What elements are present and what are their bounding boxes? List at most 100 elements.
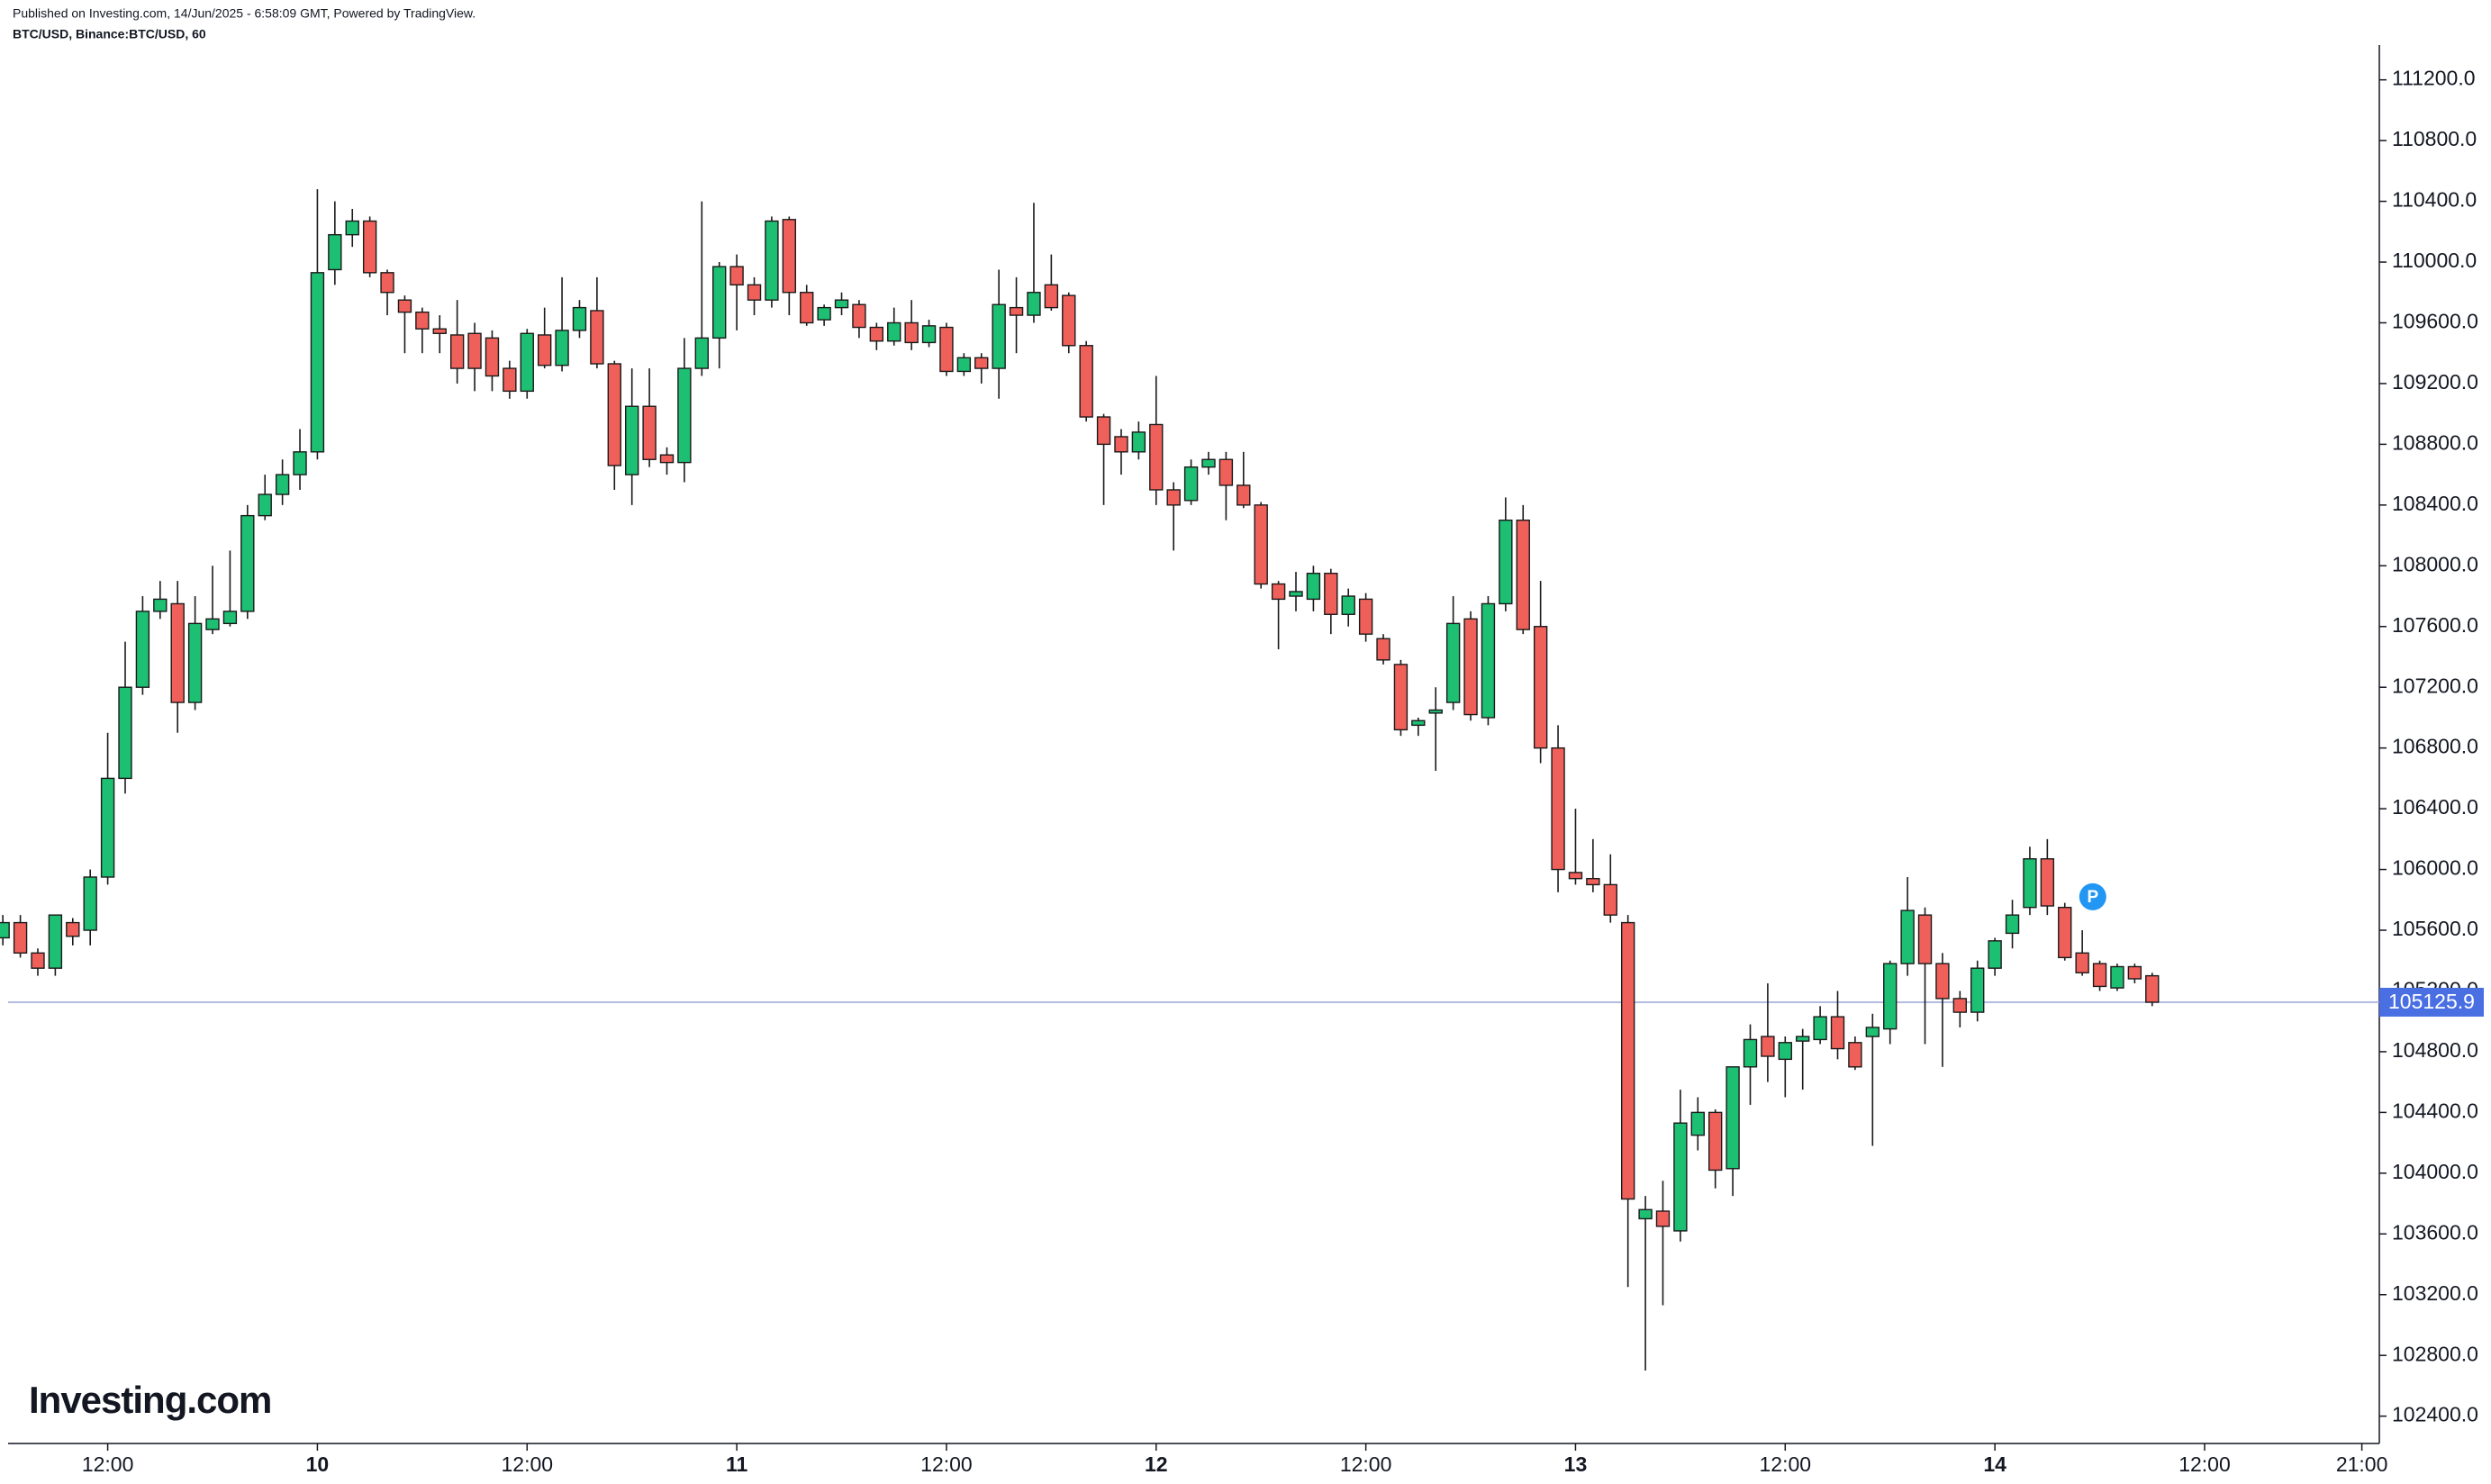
candle-body xyxy=(625,405,639,475)
candle xyxy=(1551,725,1565,892)
candle xyxy=(1848,1036,1862,1071)
candle xyxy=(1988,937,2002,976)
candle-body xyxy=(1516,520,1530,630)
candle-body xyxy=(1988,940,2002,969)
candle xyxy=(205,566,220,635)
candle xyxy=(904,300,919,350)
candle xyxy=(834,292,849,316)
candle-body xyxy=(100,777,115,878)
candle xyxy=(1306,566,1321,611)
candle xyxy=(1254,502,1268,589)
candle-body xyxy=(729,266,744,286)
candle-body xyxy=(2127,965,2142,980)
candle-body xyxy=(13,921,28,955)
candle xyxy=(659,447,675,475)
candle xyxy=(240,504,255,620)
candle-body xyxy=(1952,998,1968,1013)
candle xyxy=(1114,429,1128,475)
candle-body xyxy=(1690,1111,1705,1136)
candle-body xyxy=(118,686,132,780)
y-tick-label: 102400.0 xyxy=(2392,1403,2478,1426)
candle xyxy=(2092,960,2107,991)
x-tick-label: 12:00 xyxy=(2178,1452,2231,1476)
candle-body xyxy=(449,334,465,369)
candle xyxy=(1062,292,1076,354)
candle xyxy=(1376,634,1390,665)
candle xyxy=(1883,960,1898,1045)
candle-body xyxy=(1883,963,1898,1030)
candle xyxy=(956,353,972,376)
candle xyxy=(31,948,45,976)
candle xyxy=(48,914,63,976)
candle xyxy=(1218,451,1234,520)
candle xyxy=(939,322,954,376)
candle-body xyxy=(1254,504,1268,585)
candle-body xyxy=(1027,292,1041,316)
candle xyxy=(729,254,744,330)
published-note: Published on Investing.com, 14/Jun/2025 … xyxy=(13,6,476,21)
candle-body xyxy=(31,952,45,969)
candle-body xyxy=(1218,458,1234,486)
candle xyxy=(1830,991,1845,1060)
annotation-marker xyxy=(2079,882,2106,910)
candle xyxy=(328,201,342,285)
candle xyxy=(2127,964,2142,984)
candle xyxy=(1638,1196,1653,1371)
x-tick-label: 10 xyxy=(306,1452,330,1476)
candle-body xyxy=(83,876,97,931)
candle xyxy=(2005,900,2020,949)
candle xyxy=(2058,902,2072,961)
candle-body xyxy=(1062,294,1076,347)
candle-body xyxy=(834,299,849,309)
candle xyxy=(293,429,307,490)
candle-body xyxy=(1463,618,1478,716)
candle xyxy=(1655,1181,1671,1306)
candle xyxy=(1131,421,1146,460)
candle xyxy=(677,338,692,483)
candle xyxy=(1690,1097,1705,1151)
candle xyxy=(362,216,377,277)
candle xyxy=(642,368,657,467)
y-tick-label: 102800.0 xyxy=(2392,1342,2478,1365)
candle xyxy=(590,276,604,369)
candle-body xyxy=(1586,877,1600,886)
candle-body xyxy=(1726,1066,1740,1170)
candle xyxy=(572,300,587,339)
candle-body xyxy=(555,330,569,366)
candle xyxy=(1341,588,1355,627)
y-tick-label: 104000.0 xyxy=(2392,1160,2478,1183)
candle-body xyxy=(800,292,814,324)
candle-body xyxy=(1271,583,1286,601)
y-tick-label: 108400.0 xyxy=(2392,492,2478,515)
candle-body xyxy=(503,367,517,393)
candle xyxy=(1096,413,1111,505)
candle-body xyxy=(1743,1038,1758,1068)
candle-body xyxy=(765,220,779,301)
x-tick-label: 12 xyxy=(1145,1452,1168,1476)
candle xyxy=(765,216,779,308)
x-tick-label: 13 xyxy=(1564,1452,1588,1476)
candle xyxy=(2040,838,2055,916)
candle-body xyxy=(904,321,919,344)
candle xyxy=(782,216,797,316)
candle-body xyxy=(1393,664,1409,731)
candle xyxy=(1079,340,1093,422)
candle-body xyxy=(1533,626,1548,749)
candle-body xyxy=(1324,573,1338,615)
candle-body xyxy=(1289,591,1303,597)
candle xyxy=(1236,451,1251,509)
y-tick-label: 108800.0 xyxy=(2392,430,2478,454)
y-tick-label: 106800.0 xyxy=(2392,735,2478,758)
candle-body xyxy=(1796,1036,1810,1042)
candle xyxy=(1516,504,1530,635)
candle-body xyxy=(1778,1042,1792,1061)
candle-body xyxy=(1917,914,1933,964)
candle xyxy=(1970,960,1985,1022)
candle xyxy=(1149,376,1164,505)
candle-body xyxy=(1655,1210,1671,1227)
candle-body xyxy=(2023,858,2037,909)
x-tick-label: 11 xyxy=(726,1452,748,1476)
candle xyxy=(222,550,238,627)
candle-body xyxy=(590,310,604,365)
